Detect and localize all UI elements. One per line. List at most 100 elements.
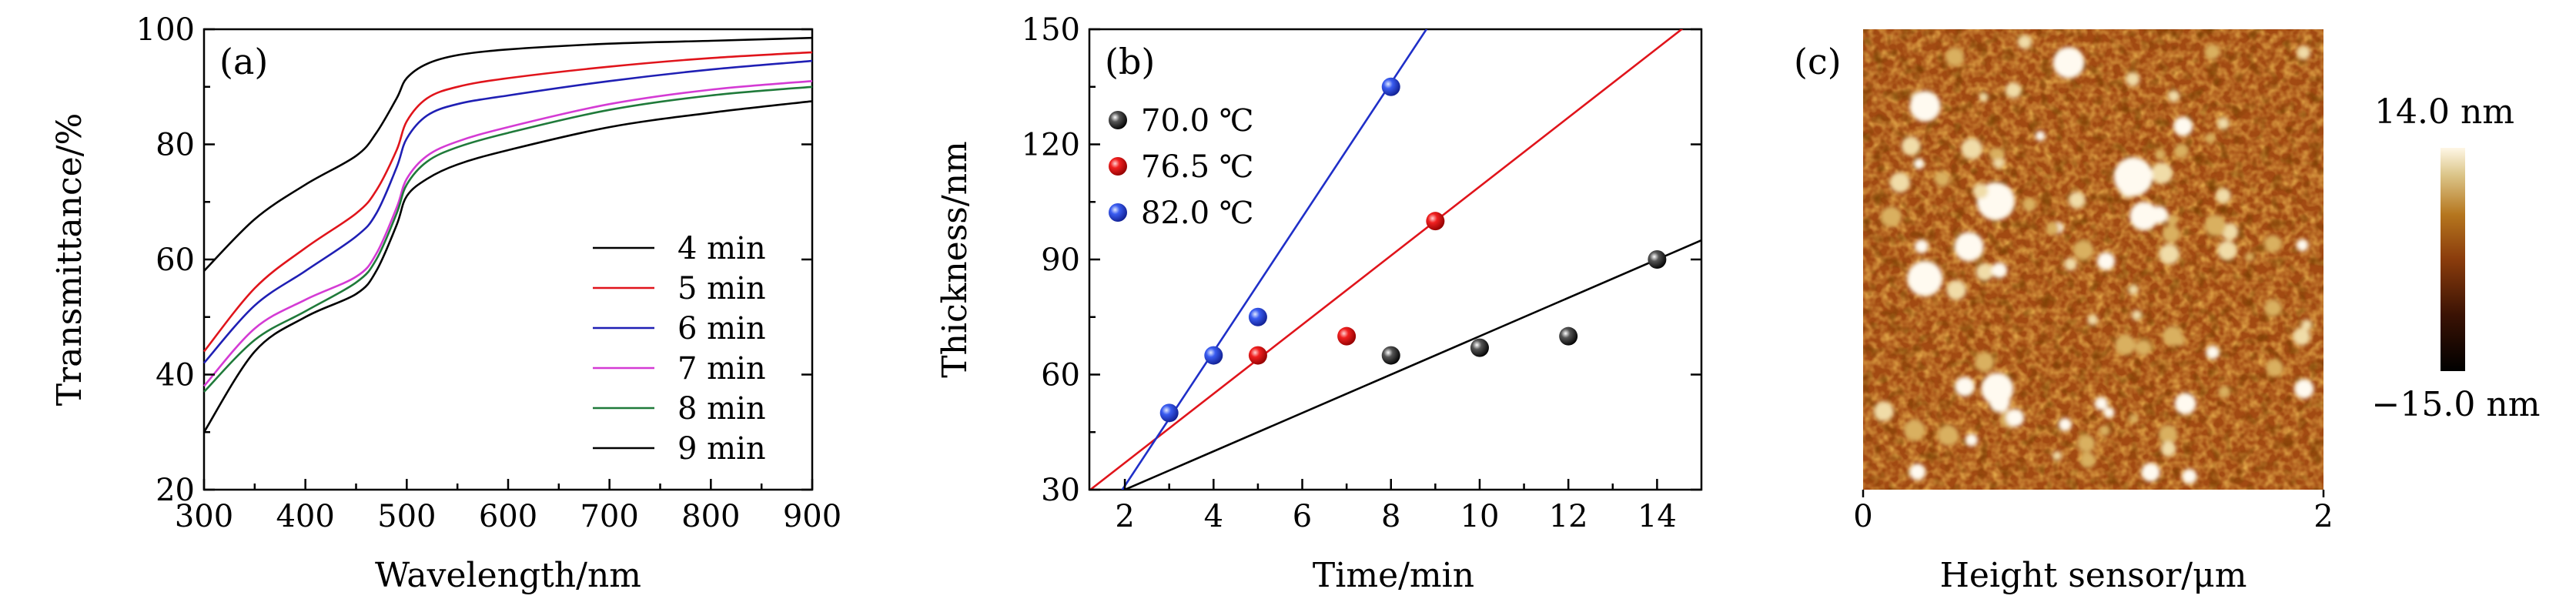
legend-entry: 9 min xyxy=(677,431,766,467)
afm-grain xyxy=(2215,188,2231,204)
panel-b-thickness: 2 4 6 8 10 12 14 30 60 90 120 150 (b) Time/min Thic… xyxy=(935,12,1703,595)
afm-grain xyxy=(2126,72,2140,87)
afm-grain xyxy=(1961,138,1982,159)
series-line-2 xyxy=(202,51,813,353)
afm-grain xyxy=(1979,92,1989,102)
legend-entry: 5 min xyxy=(677,271,766,306)
afm-grain xyxy=(2174,393,2196,415)
afm-grain xyxy=(2068,191,2086,209)
afm-grain xyxy=(2077,434,2096,453)
afm-grain xyxy=(2113,157,2153,196)
afm-grain xyxy=(2159,243,2180,265)
panel-a-ticks: 300 400 500 600 700 800 900 20 40 60 80 100 xyxy=(136,12,842,534)
panel-b-y-tick-label: 60 xyxy=(1041,358,1080,393)
fit-line-2 xyxy=(1089,29,1684,490)
afm-grain xyxy=(1909,463,1926,480)
panel-a-x-tick-label: 600 xyxy=(479,499,537,534)
afm-grain xyxy=(2135,340,2152,356)
afm-grain xyxy=(1945,47,1965,67)
panel-a-transmittance: 300 400 500 600 700 800 900 20 40 60 80 100 (a) Wav… xyxy=(50,12,841,595)
afm-height-image xyxy=(1863,29,2323,490)
afm-grain xyxy=(1873,401,1894,422)
afm-grain xyxy=(2035,131,2046,141)
afm-grain xyxy=(2141,463,2160,482)
afm-grain xyxy=(2158,424,2178,444)
panel-b-y-tick-label: 90 xyxy=(1041,243,1080,278)
afm-grain xyxy=(2216,117,2230,130)
afm-grain xyxy=(2166,215,2178,226)
legend-entry: 7 min xyxy=(677,351,766,387)
afm-grain xyxy=(1954,232,1984,262)
panel-b-y-tick-label: 30 xyxy=(1041,473,1080,508)
afm-grain xyxy=(1955,376,1975,397)
afm-grain xyxy=(1974,352,1995,372)
colorbar-max-label: 14.0 nm xyxy=(2374,92,2514,132)
series-line-5 xyxy=(203,85,813,393)
afm-grain xyxy=(1975,263,1994,281)
afm-grain xyxy=(2264,299,2282,316)
afm-grain xyxy=(2022,198,2036,212)
series-line-1 xyxy=(203,36,813,272)
data-point xyxy=(1470,338,1489,357)
panel-a-y-tick-label: 100 xyxy=(136,12,195,48)
afm-grain xyxy=(2129,201,2159,231)
afm-grain xyxy=(2244,252,2254,262)
afm-grain xyxy=(2151,162,2173,184)
panel-b-data-points xyxy=(1159,77,1667,423)
afm-grain xyxy=(1881,206,1902,228)
afm-grain xyxy=(2297,45,2311,60)
legend-marker xyxy=(1109,157,1127,176)
afm-grain xyxy=(2263,235,2282,253)
legend-entry: 6 min xyxy=(677,311,766,346)
legend-entry: 8 min xyxy=(677,391,766,427)
data-point xyxy=(1381,77,1400,96)
afm-grain xyxy=(2204,44,2220,60)
afm-grain xyxy=(2099,425,2110,437)
data-point xyxy=(1426,212,1445,231)
afm-grain xyxy=(2087,314,2099,326)
legend-entry: 76.5 ℃ xyxy=(1141,149,1254,185)
afm-grain xyxy=(2293,327,2310,346)
colorbar xyxy=(2441,148,2465,371)
data-point xyxy=(1648,250,1667,269)
afm-grain xyxy=(2266,359,2283,376)
afm-grain xyxy=(1972,183,1989,199)
afm-grain xyxy=(2129,413,2139,423)
panel-c-label: (c) xyxy=(1794,41,1842,82)
afm-grain xyxy=(2006,409,2025,427)
legend-entry: 4 min xyxy=(677,231,766,266)
panel-a-x-tick-label: 900 xyxy=(783,499,841,534)
afm-grain xyxy=(2005,82,2022,99)
afm-grain xyxy=(2064,257,2077,271)
afm-grain xyxy=(2131,310,2143,320)
data-point xyxy=(1248,346,1267,365)
data-point xyxy=(1248,307,1267,326)
panel-b-y-axis-label: Thickness/nm xyxy=(935,141,975,377)
panel-a-y-axis-label: Transmittance/% xyxy=(50,113,89,407)
panel-b-fit-lines xyxy=(1089,29,1701,490)
afm-grain xyxy=(1934,171,1950,187)
afm-grain xyxy=(1989,148,2001,160)
afm-grain xyxy=(1915,239,1929,253)
panel-a-y-tick-label: 60 xyxy=(156,243,195,278)
panel-a-x-tick-label: 300 xyxy=(175,499,233,534)
afm-grain xyxy=(2301,319,2313,331)
afm-grain xyxy=(1913,158,1925,169)
afm-grain xyxy=(2206,346,2220,360)
panel-a-y-tick-label: 80 xyxy=(156,128,195,163)
legend-entry: 82.0 ℃ xyxy=(1141,196,1254,231)
afm-grains xyxy=(1873,35,2314,484)
afm-grain xyxy=(2103,407,2115,418)
panel-b-label: (b) xyxy=(1105,41,1155,82)
panel-a-series-lines xyxy=(202,36,813,433)
panel-b-x-tick-label: 8 xyxy=(1381,499,1400,534)
afm-grain xyxy=(2182,469,2197,484)
afm-grain xyxy=(1991,262,2008,279)
afm-grain xyxy=(2173,335,2186,346)
data-point xyxy=(1159,403,1179,423)
panel-a-x-tick-label: 800 xyxy=(681,499,740,534)
data-point xyxy=(1204,346,1223,365)
afm-grain xyxy=(2115,334,2136,356)
panel-b-y-tick-label: 150 xyxy=(1022,12,1080,48)
